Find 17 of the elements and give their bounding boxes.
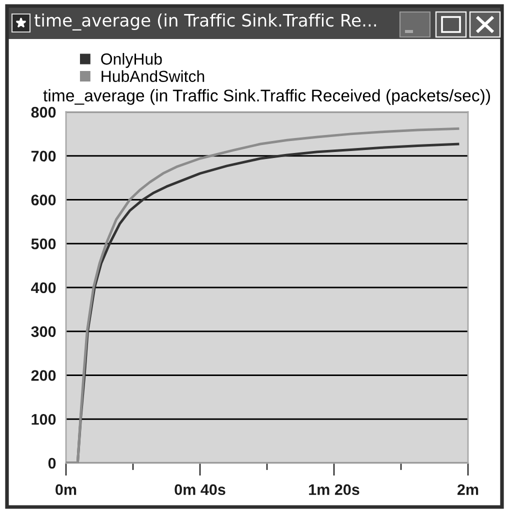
y-tick-label: 400 — [31, 282, 56, 294]
y-tick-label: 200 — [31, 370, 56, 381]
y-tick-label: 500 — [31, 238, 56, 250]
x-tick-label: 0m — [56, 484, 76, 496]
legend-label: HubAndSwitch — [102, 70, 204, 82]
chart-subtitle: time_average (in Traffic Sink.Traffic Received (packets/sec)) — [43, 89, 490, 105]
y-tick-label: 100 — [32, 414, 56, 425]
x-tick-label: 1m 20s — [309, 484, 360, 496]
y-tick-label: 300 — [31, 326, 56, 338]
y-tick-label: 700 — [31, 150, 56, 162]
y-tick-label: 0 — [48, 458, 56, 469]
x-tick-label: 0m 40s — [174, 484, 226, 496]
y-tick-label: 800 — [31, 106, 56, 118]
legend-label: OnlyHub — [101, 53, 162, 68]
y-tick-label: 600 — [31, 194, 56, 206]
chart-title: time_average (in Traffic Sink.Traffic Re... — [34, 13, 376, 31]
x-tick-label: 2m — [457, 484, 478, 495]
